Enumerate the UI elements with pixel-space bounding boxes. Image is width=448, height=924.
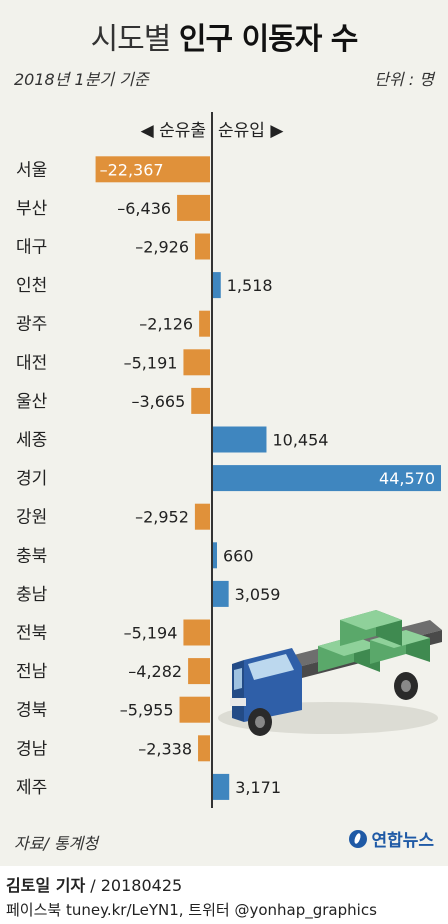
infographic-card: 시도별 인구 이동자 수 2018년 1분기 기준 단위 : 명 ◀ 순유출 순… xyxy=(0,0,448,866)
category-label: 광주 xyxy=(16,315,47,335)
value-label: –2,952 xyxy=(135,508,189,527)
outflow-bar xyxy=(188,658,210,685)
yonhap-logo-icon xyxy=(349,829,368,848)
category-label: 대전 xyxy=(16,353,47,373)
category-label: 인천 xyxy=(16,276,47,296)
social-links: 페이스북 tuney.kr/LeYN1, 트위터 @yonhap_graphic… xyxy=(6,901,377,919)
category-label: 세종 xyxy=(16,431,47,451)
category-label: 울산 xyxy=(16,392,48,412)
value-label: –2,926 xyxy=(135,238,189,257)
category-label: 대구 xyxy=(16,238,47,258)
outflow-bar xyxy=(95,156,210,183)
bar-chart: 서울 –22,367 부산 –6,436 대구 –2,926 인천 1,518 광주 –2,126… xyxy=(16,112,442,808)
value-label: –6,436 xyxy=(117,199,171,218)
value-label: –5,955 xyxy=(120,701,174,720)
category-label: 충남 xyxy=(16,585,48,605)
category-label: 충북 xyxy=(16,546,47,566)
category-label: 경기 xyxy=(16,469,47,489)
reporter-credit: 김토일 기자 / 20180425 xyxy=(6,876,183,895)
value-label: 3,059 xyxy=(235,585,281,604)
category-label: 강원 xyxy=(16,508,47,528)
outflow-bar xyxy=(194,503,210,530)
chart-title: 시도별 인구 이동자 수 xyxy=(90,22,359,57)
inflow-bar xyxy=(213,773,230,800)
category-label: 전남 xyxy=(16,662,48,682)
category-label: 제주 xyxy=(16,778,47,798)
outflow-bar xyxy=(191,387,210,414)
value-label: –2,338 xyxy=(138,739,192,758)
inflow-bar xyxy=(213,426,267,453)
outflow-bar xyxy=(179,696,210,723)
category-label: 경북 xyxy=(16,701,47,721)
value-label: –3,665 xyxy=(131,392,185,411)
inflow-bar xyxy=(213,542,217,569)
inflow-bar xyxy=(213,465,441,492)
value-label: 3,171 xyxy=(235,778,281,797)
outflow-bar xyxy=(177,194,210,221)
value-label: –4,282 xyxy=(128,662,182,681)
value-label: –5,191 xyxy=(124,353,178,372)
brand-logo: 연합뉴스 xyxy=(349,826,434,851)
outflow-bar xyxy=(183,619,210,646)
inflow-bar xyxy=(213,272,221,299)
value-label: –22,367 xyxy=(100,160,164,179)
outflow-bar xyxy=(183,349,210,376)
value-label: –5,194 xyxy=(124,624,178,643)
outflow-header: ◀ 순유출 xyxy=(140,121,206,141)
category-label: 서울 xyxy=(16,160,47,180)
inflow-header: 순유입 ▶ xyxy=(218,121,284,141)
outflow-bar xyxy=(198,735,210,762)
value-label: 10,454 xyxy=(272,431,328,450)
outflow-bar xyxy=(199,310,210,337)
category-label: 전북 xyxy=(16,624,47,644)
source-note: 자료/ 통계청 xyxy=(14,834,99,853)
value-label: 660 xyxy=(223,546,254,565)
inflow-bar xyxy=(213,580,229,607)
value-label: 44,570 xyxy=(379,469,435,488)
value-label: –2,126 xyxy=(139,315,193,334)
value-label: 1,518 xyxy=(227,276,273,295)
category-label: 부산 xyxy=(16,199,48,219)
category-label: 경남 xyxy=(16,739,48,759)
outflow-bar xyxy=(195,233,210,260)
chart-subtitle: 2018년 1분기 기준 xyxy=(14,70,149,89)
unit-label: 단위 : 명 xyxy=(374,70,434,89)
truck-illustration xyxy=(218,610,442,736)
